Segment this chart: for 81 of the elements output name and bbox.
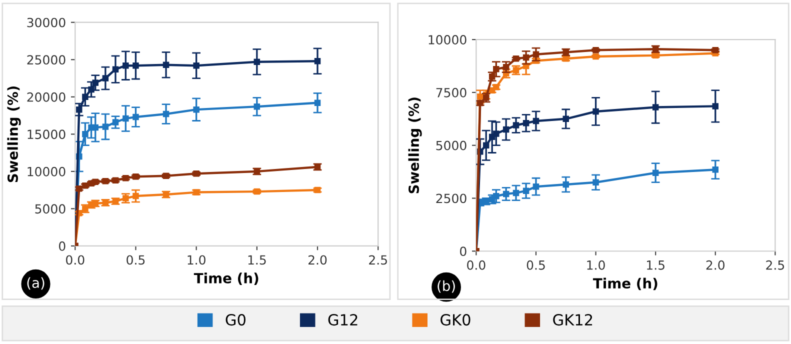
point: [193, 106, 200, 113]
y-axis-title: Swelling (%): [408, 98, 422, 194]
y-tick-label: 25000: [27, 55, 66, 65]
point: [132, 114, 139, 120]
point: [652, 104, 659, 110]
text: (a): [27, 277, 44, 290]
legend-label: GK12: [553, 314, 592, 326]
y-tick-label: 5000: [35, 204, 66, 214]
point: [482, 142, 490, 148]
point: [314, 58, 321, 64]
point: [92, 124, 99, 131]
point: [562, 49, 570, 56]
point: [132, 62, 139, 69]
point: [493, 192, 500, 200]
point: [132, 192, 139, 200]
x-axis-title: Time (h): [194, 272, 258, 286]
point: [532, 118, 540, 124]
x-tick-label: 1.5: [647, 260, 664, 270]
point: [193, 62, 200, 69]
y-tick-label: 10000: [428, 35, 466, 44]
x-axis-title: Time (h): [592, 278, 658, 290]
y-tick-label: 15000: [28, 130, 66, 140]
point: [562, 116, 570, 122]
x-tick-label: 1.0: [188, 255, 206, 265]
point: [82, 131, 88, 138]
y-tick-label: 20000: [27, 92, 66, 102]
y-tick-label: 0: [58, 241, 66, 251]
y-tick-label: 10000: [28, 166, 66, 176]
text: (b): [438, 280, 455, 293]
y-tick-label: 0: [460, 246, 466, 256]
x-tick-label: 2.0: [308, 255, 327, 265]
point: [652, 170, 659, 176]
point: [76, 106, 82, 113]
point: [92, 80, 99, 86]
x-tick-label: 2.5: [766, 260, 784, 270]
point: [502, 126, 510, 133]
point: [122, 62, 129, 69]
point: [193, 189, 200, 196]
point: [88, 86, 94, 93]
point: [493, 66, 500, 72]
x-tick-label: 2.5: [369, 255, 387, 265]
point: [522, 188, 530, 194]
x-tick-label: 0.0: [467, 260, 486, 270]
point: [712, 166, 719, 173]
point: [502, 64, 510, 70]
point: [102, 75, 109, 82]
point: [102, 124, 109, 130]
point: [193, 170, 200, 177]
x-tick-label: 2.0: [706, 260, 724, 270]
point: [314, 100, 321, 106]
point: [522, 120, 530, 126]
point: [592, 179, 599, 186]
point: [112, 119, 119, 126]
y-axis-title: Swelling (%): [7, 86, 21, 182]
x-tick-label: 0.5: [526, 260, 545, 270]
y-tick-label: 30000: [27, 18, 66, 28]
point: [562, 181, 570, 188]
x-tick-label: 0.0: [66, 255, 84, 265]
point: [592, 108, 599, 115]
point: [162, 110, 170, 118]
point: [122, 115, 129, 122]
y-tick-label: 5000: [436, 140, 466, 150]
legend-label: G12: [328, 314, 358, 326]
point: [254, 103, 260, 110]
point: [502, 190, 510, 198]
point: [493, 130, 500, 137]
x-tick-label: 1.0: [587, 260, 605, 270]
point: [512, 122, 520, 128]
point: [532, 183, 540, 190]
point: [512, 190, 520, 196]
x-tick-label: 0.5: [126, 255, 145, 265]
legend-label: GK0: [440, 314, 470, 326]
point: [82, 94, 88, 100]
point: [112, 66, 119, 72]
x-tick-label: 1.5: [248, 255, 266, 265]
point: [712, 103, 719, 110]
point: [254, 58, 260, 65]
legend-label: G0: [226, 314, 246, 326]
y-tick-label: 2500: [436, 194, 466, 204]
point: [162, 62, 170, 68]
y-tick-label: 7500: [436, 88, 466, 98]
